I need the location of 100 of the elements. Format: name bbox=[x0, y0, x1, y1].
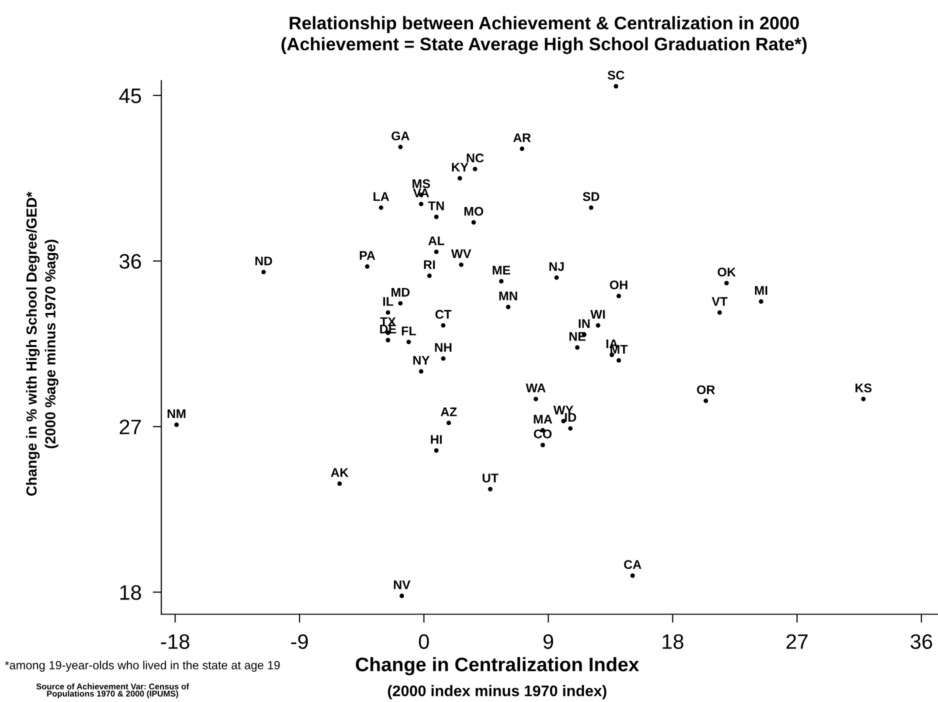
point bbox=[434, 250, 439, 254]
y-axis-title: Change in % with High School Degree/GED* (2000 %age minus 1970 %age) bbox=[26, 192, 58, 496]
point bbox=[386, 338, 390, 342]
data-label: MO bbox=[464, 206, 484, 216]
data-label: LA bbox=[374, 192, 390, 201]
point bbox=[861, 396, 866, 402]
data-label: FL bbox=[402, 326, 416, 336]
data-label: CT bbox=[435, 310, 452, 319]
point bbox=[458, 262, 464, 267]
point bbox=[365, 264, 370, 269]
x-tick-label: -9 bbox=[291, 634, 308, 649]
y-tick-label: 18 bbox=[120, 585, 141, 600]
point bbox=[758, 299, 764, 304]
data-label: NC bbox=[466, 154, 484, 162]
point bbox=[434, 214, 439, 220]
point bbox=[520, 146, 524, 152]
data-label: SC bbox=[608, 70, 624, 80]
data-label: PA bbox=[360, 251, 376, 260]
data-label: TN bbox=[428, 202, 444, 210]
data-label: MD bbox=[392, 288, 410, 297]
x-tick-label: 9 bbox=[543, 634, 554, 649]
data-label: SD bbox=[582, 192, 600, 202]
y-tick-label: 45 bbox=[119, 88, 142, 104]
source-note: Source of Achievement Var: Census of Populations 1970 & 2000 (IPUMS) bbox=[36, 683, 190, 698]
point bbox=[441, 356, 446, 361]
data-label: NJ bbox=[549, 262, 564, 271]
data-label: MI bbox=[755, 286, 768, 295]
data-label: WA bbox=[526, 384, 546, 392]
data-label: IN bbox=[578, 319, 590, 328]
x-tick-label: 0 bbox=[418, 634, 429, 649]
y-tick-label: 36 bbox=[120, 254, 141, 269]
data-label: NM bbox=[168, 409, 186, 418]
data-label: AL bbox=[428, 236, 444, 246]
data-label: MN bbox=[499, 292, 518, 300]
point bbox=[441, 323, 446, 328]
point bbox=[261, 270, 266, 274]
data-label: OR bbox=[696, 385, 715, 394]
point bbox=[704, 398, 708, 404]
x-axis-title: Change in Centralization Index (2000 index minus 1970 index) bbox=[356, 657, 640, 700]
point bbox=[472, 166, 478, 172]
data-label: VT bbox=[712, 297, 728, 306]
point bbox=[471, 220, 476, 225]
point bbox=[506, 304, 510, 310]
data-label: KS bbox=[856, 384, 872, 392]
point bbox=[398, 301, 403, 306]
point bbox=[616, 294, 622, 298]
data-label: ID bbox=[564, 413, 576, 422]
data-label: WI bbox=[590, 310, 605, 319]
point bbox=[446, 420, 452, 426]
data-label: ND bbox=[255, 256, 272, 266]
point bbox=[434, 448, 439, 453]
point bbox=[724, 280, 729, 286]
data-label: AR bbox=[513, 133, 531, 142]
point bbox=[174, 422, 179, 428]
point bbox=[588, 205, 594, 210]
point bbox=[575, 345, 580, 350]
point bbox=[398, 144, 403, 150]
point bbox=[554, 275, 559, 280]
data-label: NH bbox=[435, 343, 452, 352]
data-label: MA bbox=[534, 414, 552, 424]
data-label: CA bbox=[624, 560, 642, 569]
x-tick-label: 27 bbox=[786, 634, 808, 649]
point bbox=[614, 84, 618, 88]
data-label: ME bbox=[492, 266, 510, 274]
data-label: UT bbox=[482, 474, 498, 483]
data-label: KY bbox=[452, 162, 468, 172]
point bbox=[499, 279, 504, 284]
chart-subtitle: (Achievement = State Average High School Graduation Rate*) bbox=[282, 37, 807, 54]
point bbox=[418, 369, 424, 374]
point bbox=[596, 323, 600, 328]
data-label: OH bbox=[610, 280, 628, 290]
x-tick-label: 36 bbox=[910, 634, 932, 649]
data-label: AK bbox=[330, 468, 349, 477]
point bbox=[717, 310, 722, 315]
point bbox=[378, 205, 384, 210]
point bbox=[427, 273, 432, 278]
point bbox=[406, 340, 411, 344]
x-tick-label: 18 bbox=[662, 634, 684, 649]
data-label: GA bbox=[392, 131, 410, 140]
data-label: CO bbox=[534, 430, 552, 438]
point bbox=[534, 396, 538, 402]
point bbox=[540, 442, 546, 448]
data-label: HI bbox=[430, 435, 442, 444]
data-label: RI bbox=[424, 260, 435, 269]
chart-title: Relationship between Achievement & Centralization in 2000 bbox=[290, 16, 799, 33]
point bbox=[616, 358, 622, 363]
x-tick-label: -18 bbox=[161, 634, 190, 649]
data-label: NV bbox=[394, 580, 410, 590]
data-label: WY bbox=[553, 406, 574, 414]
data-label: MS bbox=[412, 179, 430, 188]
data-label: IL bbox=[383, 297, 394, 306]
point bbox=[386, 310, 390, 315]
y-tick-label: 27 bbox=[120, 420, 141, 434]
data-label: AZ bbox=[440, 408, 457, 416]
data-label: NY bbox=[413, 356, 430, 365]
point bbox=[488, 486, 492, 492]
point bbox=[458, 176, 462, 180]
point bbox=[630, 573, 635, 578]
data-label: OK bbox=[718, 268, 736, 276]
point bbox=[418, 202, 424, 206]
